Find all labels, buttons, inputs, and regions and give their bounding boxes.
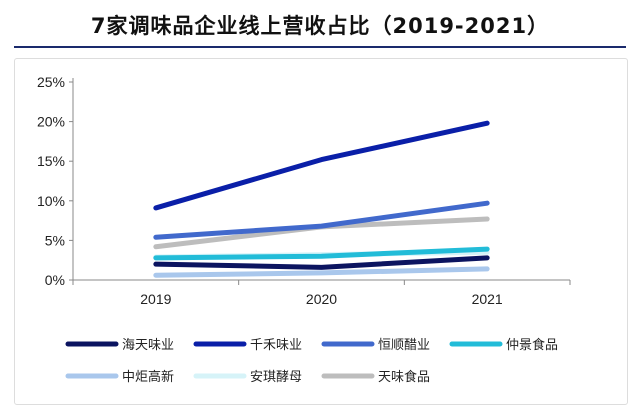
series-line-1 <box>153 255 490 270</box>
y-tick-label: 15% <box>37 153 65 169</box>
legend-label: 天味食品 <box>378 369 430 385</box>
legend-label: 仲景食品 <box>506 337 558 353</box>
chart-title: 7家调味品企业线上营收占比（2019-2021） <box>90 14 550 38</box>
x-tick-label: 2020 <box>306 291 337 307</box>
legend-label: 中炬高新 <box>122 369 174 385</box>
series-line-5 <box>153 266 490 278</box>
x-tick-label: 2021 <box>472 291 503 307</box>
y-tick-label: 25% <box>37 74 65 90</box>
y-tick-label: 10% <box>37 193 65 209</box>
chart-frame <box>14 58 628 405</box>
x-tick-label: 2019 <box>140 291 171 307</box>
legend-label: 千禾味业 <box>250 338 302 353</box>
y-tick-label: 5% <box>45 232 65 248</box>
title-underline <box>14 46 626 48</box>
legend-label: 海天味业 <box>122 338 174 353</box>
legend-label: 恒顺醋业 <box>378 337 430 353</box>
series-line-2 <box>153 120 490 211</box>
y-tick-label: 0% <box>45 272 65 288</box>
legend-label: 安琪酵母 <box>250 370 302 385</box>
series-line-3 <box>153 200 490 240</box>
y-tick-label: 20% <box>37 114 65 130</box>
series-line-4 <box>153 246 490 261</box>
